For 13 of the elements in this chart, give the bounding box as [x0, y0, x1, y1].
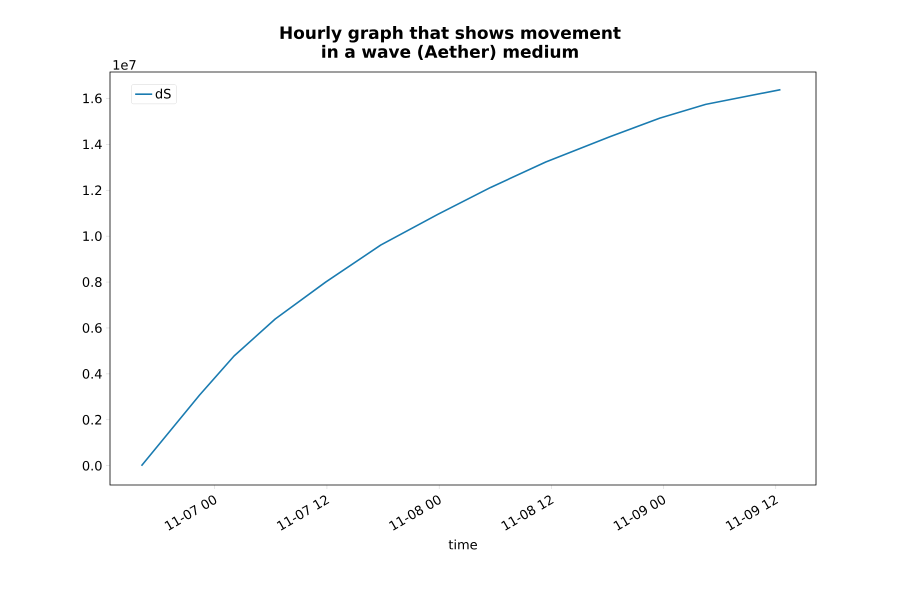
y-tick-label: 1.0 [83, 231, 102, 242]
legend-label: dS [156, 88, 171, 99]
y-tick-label: 0.6 [82, 323, 102, 333]
y-tick-label: 0.8 [82, 277, 102, 287]
x-axis-title: time [448, 539, 477, 550]
y-tick-label: 0.0 [82, 460, 102, 471]
text: 1e7 [114, 60, 136, 70]
y-tick-label: 0.2 [82, 414, 102, 425]
y-tick-label: 1.6 [83, 94, 102, 104]
chart-title: Hourly graph that shows movement in a wave (Aether) medium [280, 26, 621, 60]
y-tick-label: 1.4 [83, 140, 102, 150]
y-tick-label: 1.2 [83, 185, 102, 196]
y-tick-label: 0.4 [82, 368, 102, 379]
